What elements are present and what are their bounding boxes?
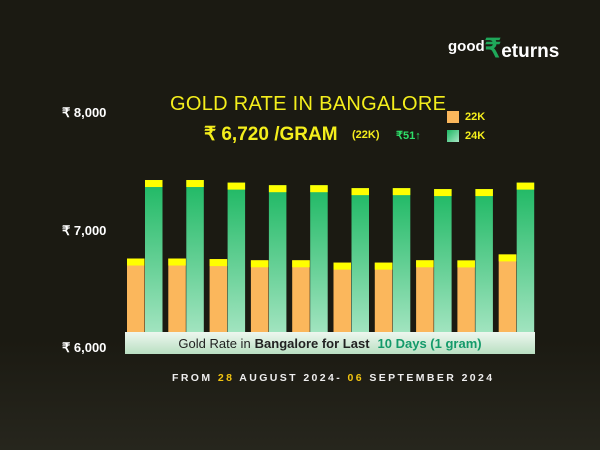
bar-24k-5 bbox=[351, 188, 369, 340]
rupee-logo-icon: ₹ bbox=[484, 33, 502, 63]
bar-24k-7 bbox=[434, 189, 452, 340]
legend-item-22k: 22K bbox=[447, 111, 485, 123]
bar-cap-24k-7 bbox=[434, 189, 452, 197]
legend-label: 24K bbox=[465, 130, 486, 142]
chart-title: GOLD RATE IN BANGALORE bbox=[170, 93, 447, 115]
bar-22k-8 bbox=[457, 260, 475, 340]
bar-24k-6 bbox=[392, 188, 411, 340]
legend-item-24k: 24K bbox=[447, 130, 485, 142]
bar-cap-22k-1 bbox=[168, 258, 186, 266]
bar-22k-3 bbox=[250, 260, 269, 340]
to-day: 06 bbox=[347, 372, 364, 384]
legend-swatch-24k bbox=[447, 130, 459, 142]
bar-cap-22k-6 bbox=[374, 262, 393, 270]
bar-cap-24k-3 bbox=[268, 185, 287, 193]
bar-cap-24k-0 bbox=[145, 180, 163, 188]
bar-cap-24k-9 bbox=[516, 182, 535, 190]
price-change: ₹51↑ bbox=[396, 130, 421, 142]
bar-22k-0 bbox=[127, 258, 145, 340]
bar-cap-22k-5 bbox=[333, 262, 351, 270]
bar-cap-22k-2 bbox=[209, 259, 228, 267]
bar-22k-9 bbox=[498, 254, 517, 340]
bar-22k-1 bbox=[168, 258, 186, 340]
caption-text: Gold Rate in bbox=[178, 335, 251, 351]
from-day: 28 bbox=[217, 372, 235, 384]
y-tick-label: ₹ 7,000 bbox=[62, 223, 107, 238]
bar-22k-7 bbox=[416, 260, 434, 340]
bar-cap-22k-9 bbox=[498, 254, 517, 262]
bar-cap-22k-7 bbox=[416, 260, 434, 268]
bar-cap-22k-8 bbox=[457, 260, 475, 268]
logo-text: good bbox=[448, 38, 485, 55]
bar-24k-4 bbox=[310, 185, 328, 340]
bar-24k-0 bbox=[145, 180, 163, 340]
from-label: FROM bbox=[172, 372, 213, 384]
bar-cap-24k-6 bbox=[392, 188, 411, 196]
bar-22k-5 bbox=[333, 262, 351, 340]
bar-24k-1 bbox=[186, 180, 204, 340]
bar-cap-24k-4 bbox=[310, 185, 328, 193]
bar-24k-8 bbox=[475, 189, 493, 340]
bar-cap-24k-5 bbox=[351, 188, 369, 196]
background-decoration bbox=[0, 340, 600, 450]
current-price: ₹ 6,720 /GRAM bbox=[204, 124, 338, 145]
logo-text-2: eturns bbox=[501, 41, 560, 62]
karat-label: (22K) bbox=[352, 129, 380, 141]
date-range: FROM 28 AUGUST 2024- 06 SEPTEMBER 2024 bbox=[172, 372, 495, 384]
goodreturns-logo: good₹eturns bbox=[448, 33, 559, 64]
bar-22k-2 bbox=[209, 259, 228, 340]
y-tick-label: ₹ 8,000 bbox=[62, 105, 107, 120]
bar-cap-24k-1 bbox=[186, 180, 204, 188]
legend-label: 22K bbox=[465, 111, 486, 123]
y-tick-label: ₹ 6,000 bbox=[62, 340, 107, 355]
to-month: SEPTEMBER 2024 bbox=[369, 372, 495, 384]
bar-cap-22k-4 bbox=[292, 260, 310, 268]
bar-cap-22k-0 bbox=[127, 258, 145, 266]
bar-cap-24k-8 bbox=[475, 189, 493, 197]
bar-22k-4 bbox=[292, 260, 310, 340]
caption-bold: Bangalore for Last bbox=[254, 335, 370, 351]
bar-24k-9 bbox=[516, 182, 535, 340]
bar-cap-22k-3 bbox=[250, 260, 269, 268]
chart-caption-banner: Gold Rate in Bangalore for Last 10 Days … bbox=[125, 332, 535, 354]
bar-24k-2 bbox=[227, 182, 246, 340]
legend-swatch-22k bbox=[447, 111, 459, 123]
bar-cap-24k-2 bbox=[227, 182, 246, 190]
caption-highlight: 10 Days (1 gram) bbox=[377, 335, 482, 351]
bar-24k-3 bbox=[268, 185, 287, 340]
from-month: AUGUST 2024- bbox=[239, 372, 343, 384]
bar-22k-6 bbox=[374, 262, 393, 340]
